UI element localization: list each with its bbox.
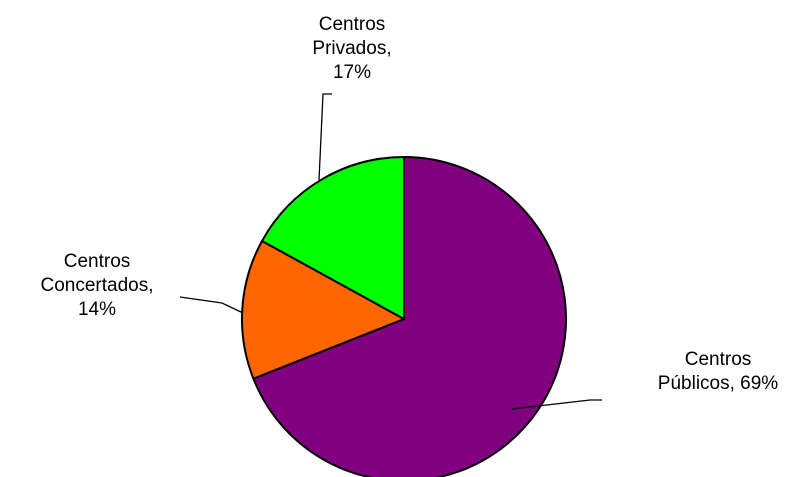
leader-line-publicos <box>511 399 602 410</box>
data-label-privados: Centros Privados, 17% <box>312 14 391 83</box>
pie-slice-privados <box>261 156 405 320</box>
data-label-publicos: Centros Públicos, 69% <box>658 349 779 394</box>
data-label-line: Privados, <box>312 38 391 59</box>
leader-line-privados <box>318 93 332 181</box>
data-label-line: Centros <box>64 251 131 272</box>
data-label-line: Centros <box>685 349 752 370</box>
data-label-line: Centros <box>319 14 386 35</box>
leader-lines <box>179 93 602 410</box>
data-label-line: 17% <box>333 62 371 83</box>
pie-slice-publicos <box>252 156 567 477</box>
pie-slices <box>241 156 567 477</box>
data-labels: Centros Públicos, 69% Centros Concertados, 1… <box>40 14 778 394</box>
data-label-concertados: Centros Concertados, 14% <box>40 251 153 320</box>
leader-line-concertados <box>179 296 244 314</box>
pie-slice-concertados <box>241 239 405 380</box>
data-label-line: 14% <box>78 299 116 320</box>
data-label-line: Concertados, <box>40 275 153 296</box>
data-label-line: Públicos, 69% <box>658 373 779 394</box>
